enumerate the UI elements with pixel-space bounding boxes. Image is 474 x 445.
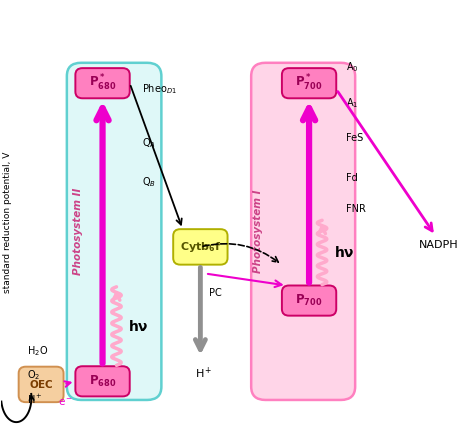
Text: Fd: Fd <box>346 173 357 183</box>
FancyBboxPatch shape <box>282 68 336 98</box>
Text: standard reduction potential, V: standard reduction potential, V <box>3 152 12 293</box>
FancyBboxPatch shape <box>173 229 228 265</box>
Text: NADPH: NADPH <box>419 240 458 250</box>
Text: $\mathbf{P_{680}}$: $\mathbf{P_{680}}$ <box>89 374 116 389</box>
Text: e$^-$: e$^-$ <box>58 396 73 408</box>
Text: $\mathbf{Cytb_6f}$: $\mathbf{Cytb_6f}$ <box>180 240 221 254</box>
FancyBboxPatch shape <box>18 367 64 402</box>
Text: $\mathbf{h\nu}$: $\mathbf{h\nu}$ <box>128 319 149 334</box>
Text: $\mathbf{P_{700}^*}$: $\mathbf{P_{700}^*}$ <box>295 73 323 93</box>
FancyBboxPatch shape <box>67 63 161 400</box>
FancyBboxPatch shape <box>282 286 336 316</box>
Text: $\mathbf{P_{700}}$: $\mathbf{P_{700}}$ <box>295 293 323 308</box>
Text: Q$_B$: Q$_B$ <box>143 176 156 190</box>
Text: A$_0$: A$_0$ <box>346 61 358 74</box>
Text: H$^+$: H$^+$ <box>27 393 42 406</box>
Text: H$_2$O: H$_2$O <box>27 344 48 358</box>
Text: Pheo$_{D1}$: Pheo$_{D1}$ <box>143 82 177 96</box>
Text: $\mathbf{h\nu}$: $\mathbf{h\nu}$ <box>334 245 355 260</box>
Text: A$_1$: A$_1$ <box>346 96 358 109</box>
Text: Q$_A$: Q$_A$ <box>143 136 156 150</box>
FancyBboxPatch shape <box>75 366 130 396</box>
FancyBboxPatch shape <box>75 68 130 98</box>
Text: FNR: FNR <box>346 204 365 214</box>
FancyBboxPatch shape <box>251 63 355 400</box>
Text: H$^+$: H$^+$ <box>195 366 213 381</box>
Text: PC: PC <box>209 288 221 299</box>
Text: Photosystem I: Photosystem I <box>253 190 263 273</box>
Text: O$_2$: O$_2$ <box>27 368 40 382</box>
Text: FeS: FeS <box>346 133 363 143</box>
Text: Photosystem II: Photosystem II <box>73 188 83 275</box>
Text: $\mathbf{P_{680}^*}$: $\mathbf{P_{680}^*}$ <box>89 73 116 93</box>
Text: $\mathbf{OEC}$: $\mathbf{OEC}$ <box>29 378 54 390</box>
